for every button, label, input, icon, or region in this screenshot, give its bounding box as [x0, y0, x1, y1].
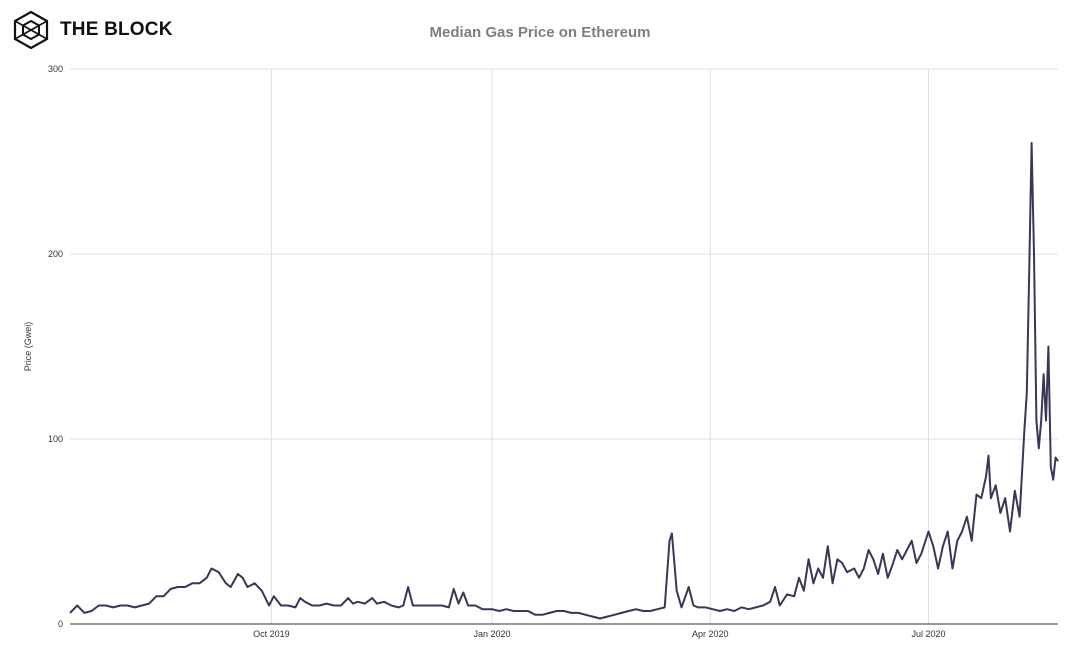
y-tick-label: 300	[48, 64, 63, 74]
x-tick-label: Jan 2020	[474, 629, 511, 639]
series-line	[69, 142, 1059, 620]
axis-layer: 0 100 200 300 Oct 2019 Jan 2020 Apr 2020 Jul 20…	[23, 64, 1058, 639]
brand-name: THE BLOCK	[60, 19, 173, 40]
y-axis-label: Price (Gwei)	[23, 322, 33, 372]
y-tick-label: 0	[58, 619, 63, 629]
cube-hexagon-icon	[13, 10, 49, 50]
brand-logo[interactable]: THE BLOCK	[11, 10, 173, 50]
y-tick-label: 200	[48, 249, 63, 259]
x-tick-label: Oct 2019	[253, 629, 290, 639]
x-tick-label: Apr 2020	[692, 629, 729, 639]
x-tick-label: Jul 2020	[911, 629, 945, 639]
series-layer	[69, 142, 1059, 620]
chart-title: Median Gas Price on Ethereum	[429, 24, 651, 41]
grid-layer	[70, 68, 1058, 624]
y-tick-label: 100	[48, 434, 63, 444]
